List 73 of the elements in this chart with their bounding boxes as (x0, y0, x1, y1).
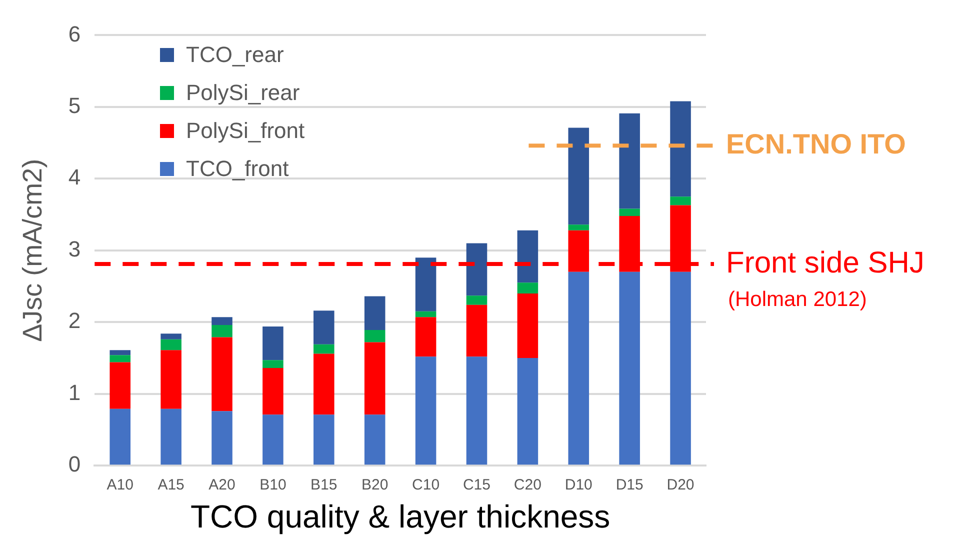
bar (568, 128, 590, 225)
x-axis-title: TCO quality & layer thickness (190, 498, 610, 535)
bar (670, 196, 691, 206)
bar (110, 408, 130, 465)
bar (160, 408, 182, 465)
x-tick-label: D20 (666, 476, 694, 494)
y-tick-label: 4 (68, 164, 81, 190)
y-tick-label: 6 (68, 21, 81, 46)
bar (262, 326, 284, 360)
bar (415, 311, 436, 318)
bar (364, 342, 386, 415)
bar (314, 414, 334, 465)
bar (466, 356, 488, 465)
bar (415, 317, 436, 357)
bar (110, 350, 130, 356)
bar (619, 113, 640, 209)
bar (415, 356, 436, 465)
bar (670, 272, 691, 465)
y-tick-label: 1 (68, 380, 81, 405)
bar (466, 243, 488, 296)
bar (466, 304, 488, 357)
bar (568, 224, 590, 230)
x-tick-label: C15 (462, 476, 491, 494)
bar (110, 362, 130, 409)
bar (160, 339, 182, 350)
bar (517, 293, 538, 358)
bar (364, 414, 386, 465)
x-tick-label: B10 (260, 476, 286, 494)
x-tick-label: D15 (616, 476, 644, 494)
bar (619, 208, 640, 216)
bar (314, 310, 334, 344)
bar (262, 368, 284, 415)
bar (262, 414, 284, 465)
bar (517, 230, 538, 283)
x-tick-label: C20 (514, 476, 542, 494)
bar (160, 334, 182, 340)
bar (212, 411, 232, 465)
x-tick-label: C10 (412, 476, 440, 494)
bar (212, 325, 232, 338)
y-tick-label: 0 (68, 452, 81, 477)
legend-label: TCO_front (186, 156, 289, 182)
y-axis-title: ΔJsc (mA/cm2) (18, 158, 48, 342)
y-tick-label: 5 (68, 92, 81, 118)
legend-label: TCO_rear (186, 42, 284, 68)
ref-line-label: Front side SHJ (726, 246, 924, 280)
x-tick-label: A20 (208, 476, 236, 494)
x-tick-label: A15 (158, 476, 184, 494)
ref-line-label: ECN.TNO ITO (726, 128, 906, 160)
legend-label: PolySi_front (186, 118, 305, 144)
bar (619, 272, 640, 465)
bar (314, 344, 334, 354)
legend-label: PolySi_rear (186, 80, 300, 106)
bar (568, 272, 590, 465)
bar (110, 355, 130, 362)
bar (212, 337, 232, 412)
bar (212, 317, 232, 326)
bar (517, 358, 538, 465)
bar (160, 350, 182, 409)
x-tick-label: D10 (564, 476, 592, 494)
text: (Holman 2012) (728, 288, 867, 311)
bar (262, 360, 284, 368)
bar (670, 101, 691, 197)
bar (364, 330, 386, 342)
y-tick-label: 3 (68, 236, 81, 262)
x-tick-label: B15 (310, 476, 338, 494)
bar (466, 296, 488, 305)
bar (314, 354, 334, 415)
bar (364, 296, 386, 330)
x-tick-label: B20 (361, 476, 388, 494)
x-tick-label: A10 (106, 476, 134, 494)
bar (517, 282, 538, 294)
y-tick-label: 2 (68, 308, 81, 334)
bar (415, 258, 436, 312)
